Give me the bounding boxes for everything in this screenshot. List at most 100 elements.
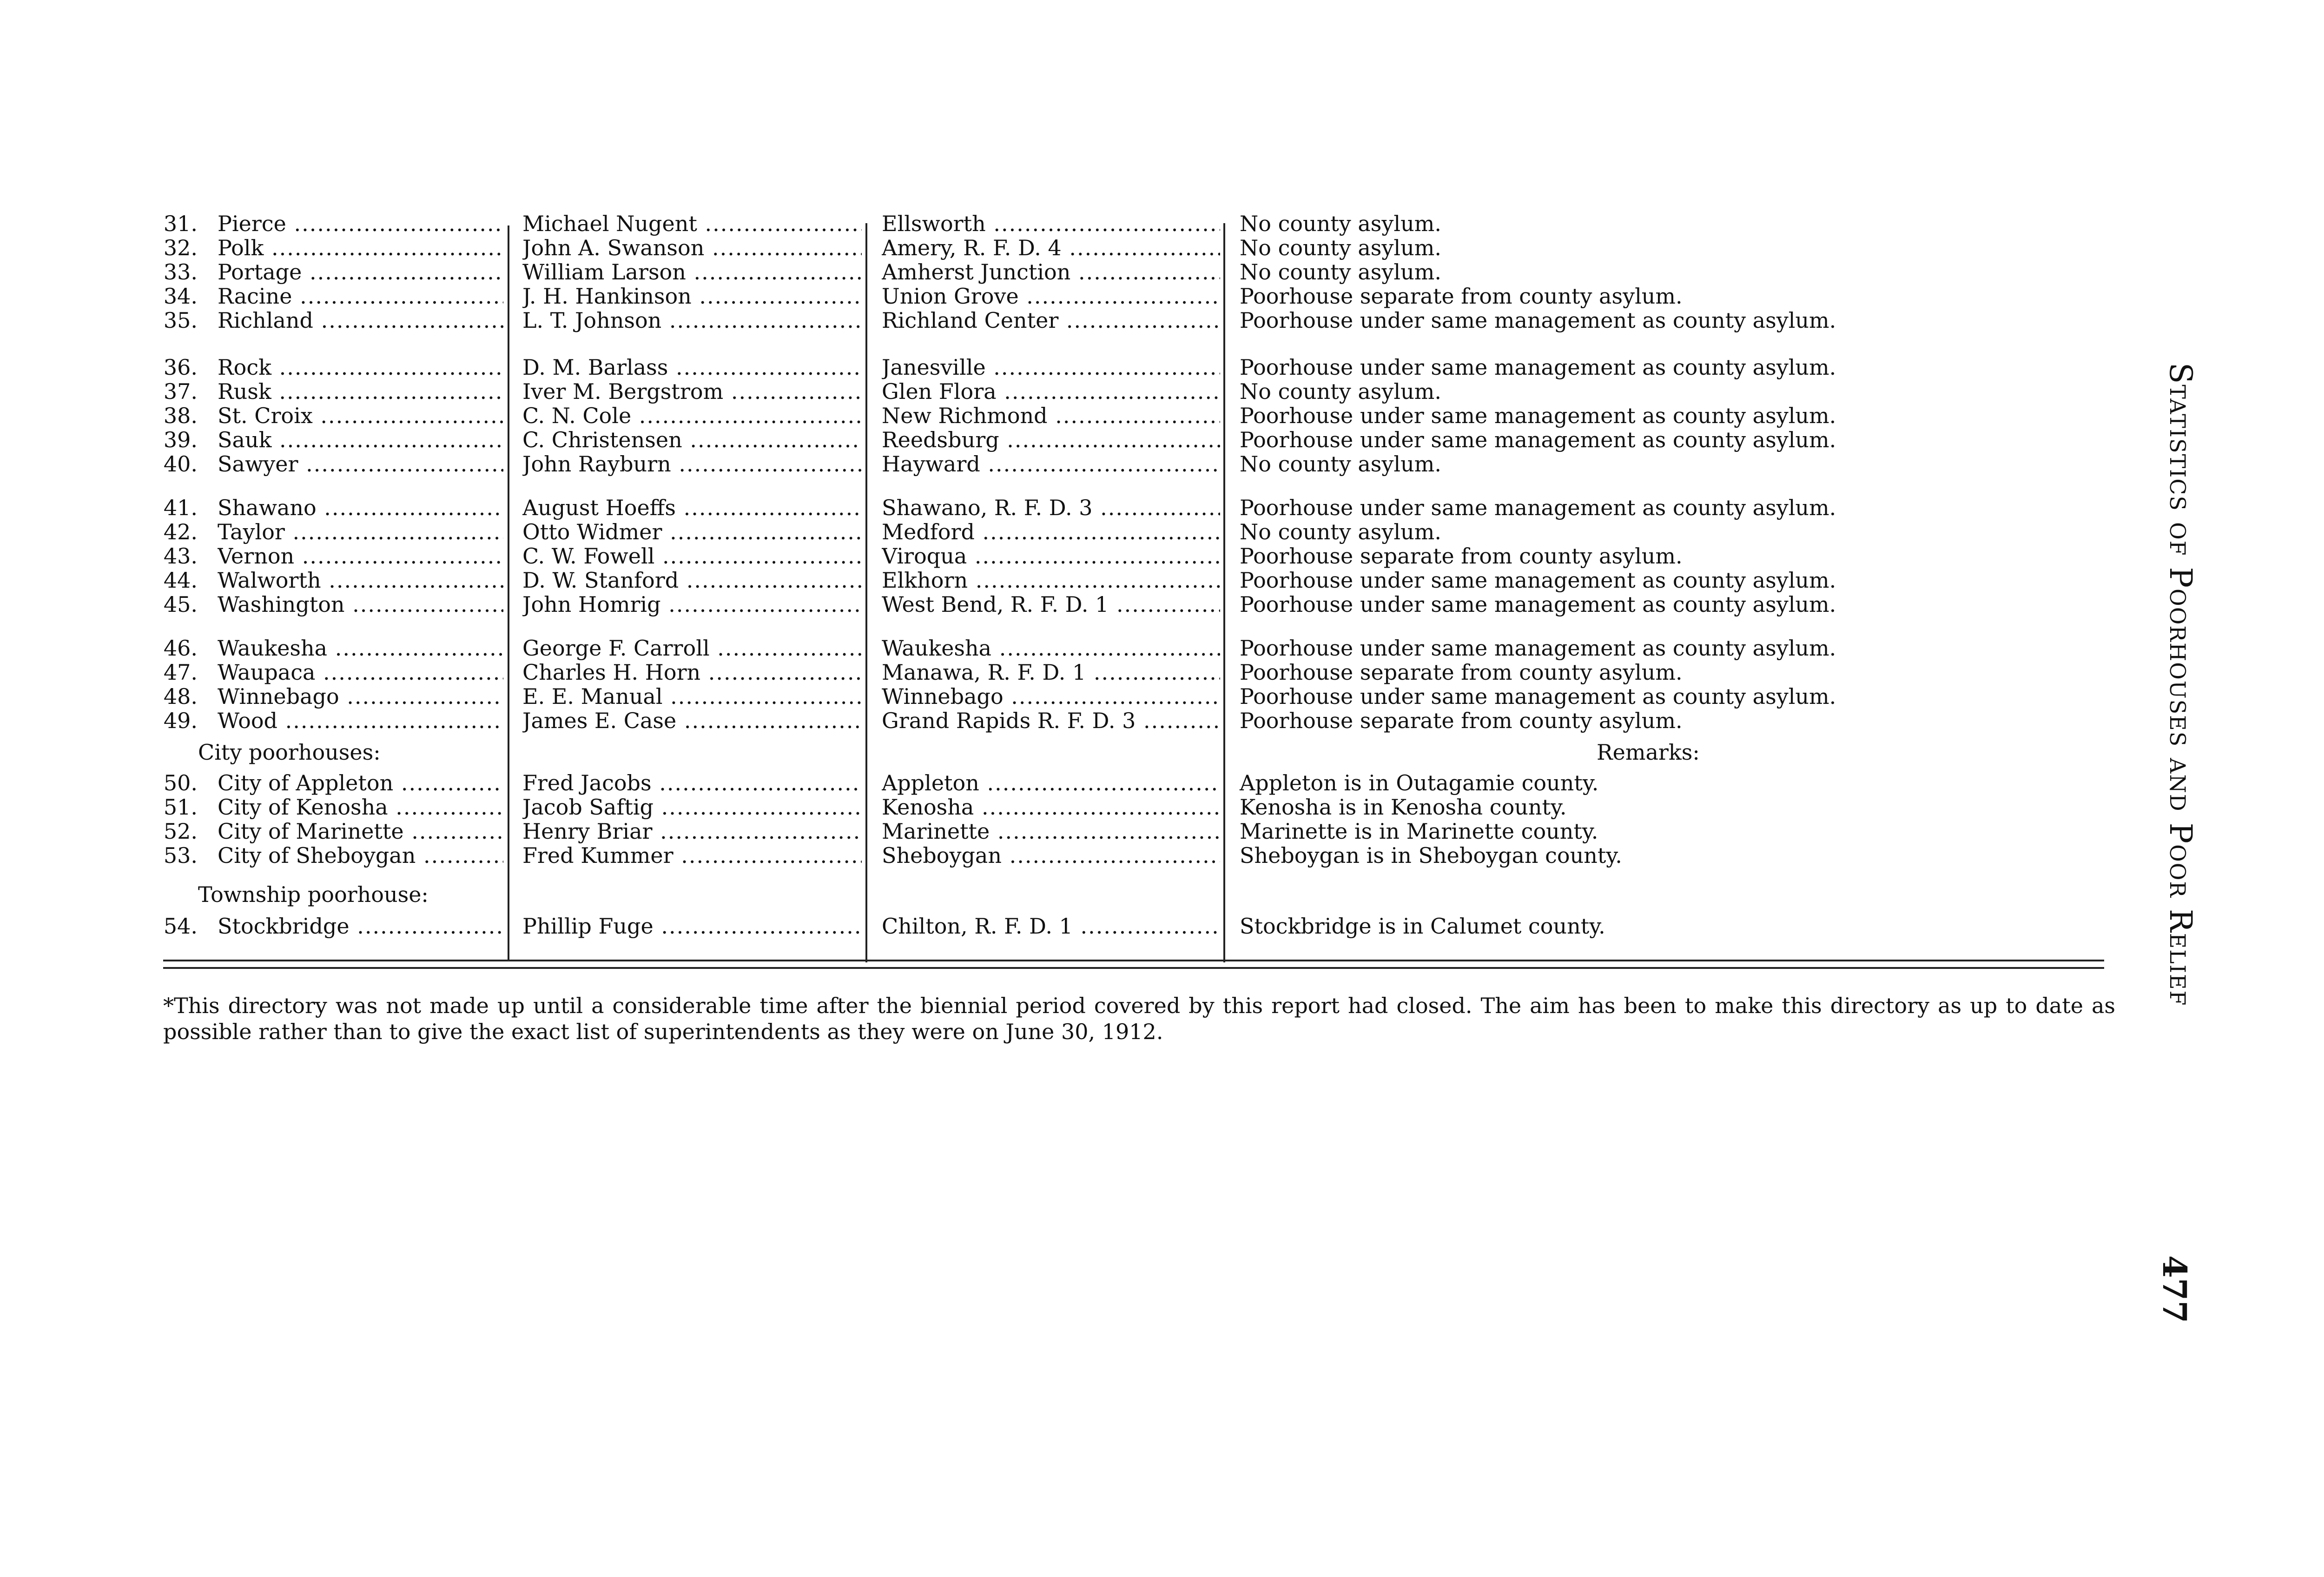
- superintendent-name: William Larson: [522, 260, 862, 284]
- remark: Poorhouse under same management as count…: [1240, 403, 1836, 428]
- county-name: Portage: [218, 260, 503, 284]
- county-name: Rock: [218, 355, 503, 379]
- county-name: St. Croix: [218, 404, 503, 428]
- row-number: 44.: [163, 568, 198, 593]
- superintendent-name: D. M. Barlass: [522, 355, 862, 379]
- row-number: 45.: [163, 592, 198, 617]
- row-number: 50.: [163, 770, 198, 795]
- row-number: 47.: [163, 660, 198, 685]
- post-office: Amherst Junction: [882, 260, 1220, 284]
- remark: Kenosha is in Kenosha county.: [1240, 794, 1567, 820]
- city-poorhouses-heading: City poorhouses:: [198, 740, 381, 765]
- row-number: 34.: [163, 284, 198, 309]
- remark: Poorhouse under same management as count…: [1240, 568, 1836, 593]
- superintendent-name: E. E. Manual: [522, 684, 862, 709]
- remark: No county asylum.: [1240, 519, 1441, 544]
- page-number: 477: [2155, 1255, 2194, 1324]
- remark: Marinette is in Marinette county.: [1240, 818, 1598, 844]
- column-divider: [1223, 223, 1225, 962]
- county-name: Waukesha: [218, 636, 503, 660]
- post-office: Sheboygan: [882, 843, 1220, 868]
- row-number: 37.: [163, 378, 198, 404]
- county-name: Wood: [218, 709, 503, 733]
- county-name: Pierce: [218, 212, 503, 236]
- superintendent-name: James E. Case: [522, 709, 862, 733]
- row-number: 54.: [163, 914, 198, 939]
- superintendent-name: D. W. Stanford: [522, 568, 862, 592]
- superintendent-name: John Homrig: [522, 592, 862, 616]
- post-office: Viroqua: [882, 544, 1220, 568]
- row-number: 49.: [163, 708, 198, 734]
- superintendent-name: John A. Swanson: [522, 236, 862, 260]
- county-name: Walworth: [218, 568, 503, 592]
- county-name: City of Appleton: [218, 771, 503, 795]
- post-office: Appleton: [882, 771, 1220, 795]
- running-title: Statistics of Poorhouses and Poor Relief: [2163, 363, 2199, 1007]
- county-name: Polk: [218, 236, 503, 260]
- county-name: Sauk: [218, 428, 503, 452]
- superintendent-name: L. T. Johnson: [522, 308, 862, 332]
- post-office: Shawano, R. F. D. 3: [882, 496, 1220, 520]
- double-rule-bottom: [163, 967, 2104, 969]
- remark: No county asylum.: [1240, 211, 1441, 236]
- remark: No county asylum.: [1240, 235, 1441, 260]
- superintendent-name: George F. Carroll: [522, 636, 862, 660]
- county-name: Richland: [218, 308, 503, 332]
- county-name: Racine: [218, 284, 503, 308]
- post-office: Richland Center: [882, 308, 1220, 332]
- post-office: Ellsworth: [882, 212, 1220, 236]
- footnote: *This directory was not made up until a …: [163, 993, 2115, 1044]
- column-divider: [865, 223, 867, 962]
- row-number: 32.: [163, 235, 198, 260]
- row-number: 53.: [163, 842, 198, 868]
- remarks-header: Remarks:: [1597, 740, 1700, 765]
- superintendent-name: Jacob Saftig: [522, 795, 862, 819]
- remark: Poorhouse separate from county asylum.: [1240, 284, 1683, 309]
- remark: Poorhouse under same management as count…: [1240, 495, 1836, 520]
- row-number: 31.: [163, 211, 198, 236]
- county-name: Waupaca: [218, 660, 503, 684]
- remark: Poorhouse under same management as count…: [1240, 354, 1836, 380]
- superintendent-name: August Hoeffs: [522, 496, 862, 520]
- post-office: Medford: [882, 520, 1220, 544]
- superintendent-name: Phillip Fuge: [522, 914, 862, 938]
- remark: Appleton is in Outagamie county.: [1240, 770, 1599, 795]
- post-office: Kenosha: [882, 795, 1220, 819]
- superintendent-name: C. Christensen: [522, 428, 862, 452]
- remark: Poorhouse separate from county asylum.: [1240, 660, 1683, 685]
- post-office: Glen Flora: [882, 379, 1220, 404]
- row-number: 39.: [163, 427, 198, 452]
- superintendent-name: Otto Widmer: [522, 520, 862, 544]
- superintendent-name: Iver M. Bergstrom: [522, 379, 862, 404]
- post-office: Marinette: [882, 819, 1220, 843]
- superintendent-name: Fred Kummer: [522, 843, 862, 868]
- superintendent-name: Fred Jacobs: [522, 771, 862, 795]
- post-office: Union Grove: [882, 284, 1220, 308]
- post-office: Waukesha: [882, 636, 1220, 660]
- remark: Poorhouse under same management as count…: [1240, 308, 1836, 333]
- superintendent-name: Henry Briar: [522, 819, 862, 843]
- post-office: Manawa, R. F. D. 1: [882, 660, 1220, 684]
- county-name: Washington: [218, 592, 503, 616]
- remark: Poorhouse under same management as count…: [1240, 592, 1836, 617]
- superintendent-name: Michael Nugent: [522, 212, 862, 236]
- superintendent-name: Charles H. Horn: [522, 660, 862, 684]
- remark: Poorhouse separate from county asylum.: [1240, 543, 1683, 569]
- county-name: Rusk: [218, 379, 503, 404]
- county-name: Winnebago: [218, 684, 503, 709]
- row-number: 46.: [163, 636, 198, 661]
- post-office: Winnebago: [882, 684, 1220, 709]
- remark: Poorhouse under same management as count…: [1240, 427, 1836, 452]
- remark: Poorhouse separate from county asylum.: [1240, 708, 1683, 734]
- post-office: Grand Rapids R. F. D. 3: [882, 709, 1220, 733]
- superintendent-name: John Rayburn: [522, 452, 862, 476]
- township-poorhouse-heading: Township poorhouse:: [198, 882, 429, 907]
- county-name: City of Kenosha: [218, 795, 503, 819]
- row-number: 36.: [163, 354, 198, 380]
- county-name: City of Marinette: [218, 819, 503, 843]
- column-divider: [508, 225, 509, 960]
- post-office: New Richmond: [882, 404, 1220, 428]
- post-office: Janesville: [882, 355, 1220, 379]
- remark: Poorhouse under same management as count…: [1240, 684, 1836, 709]
